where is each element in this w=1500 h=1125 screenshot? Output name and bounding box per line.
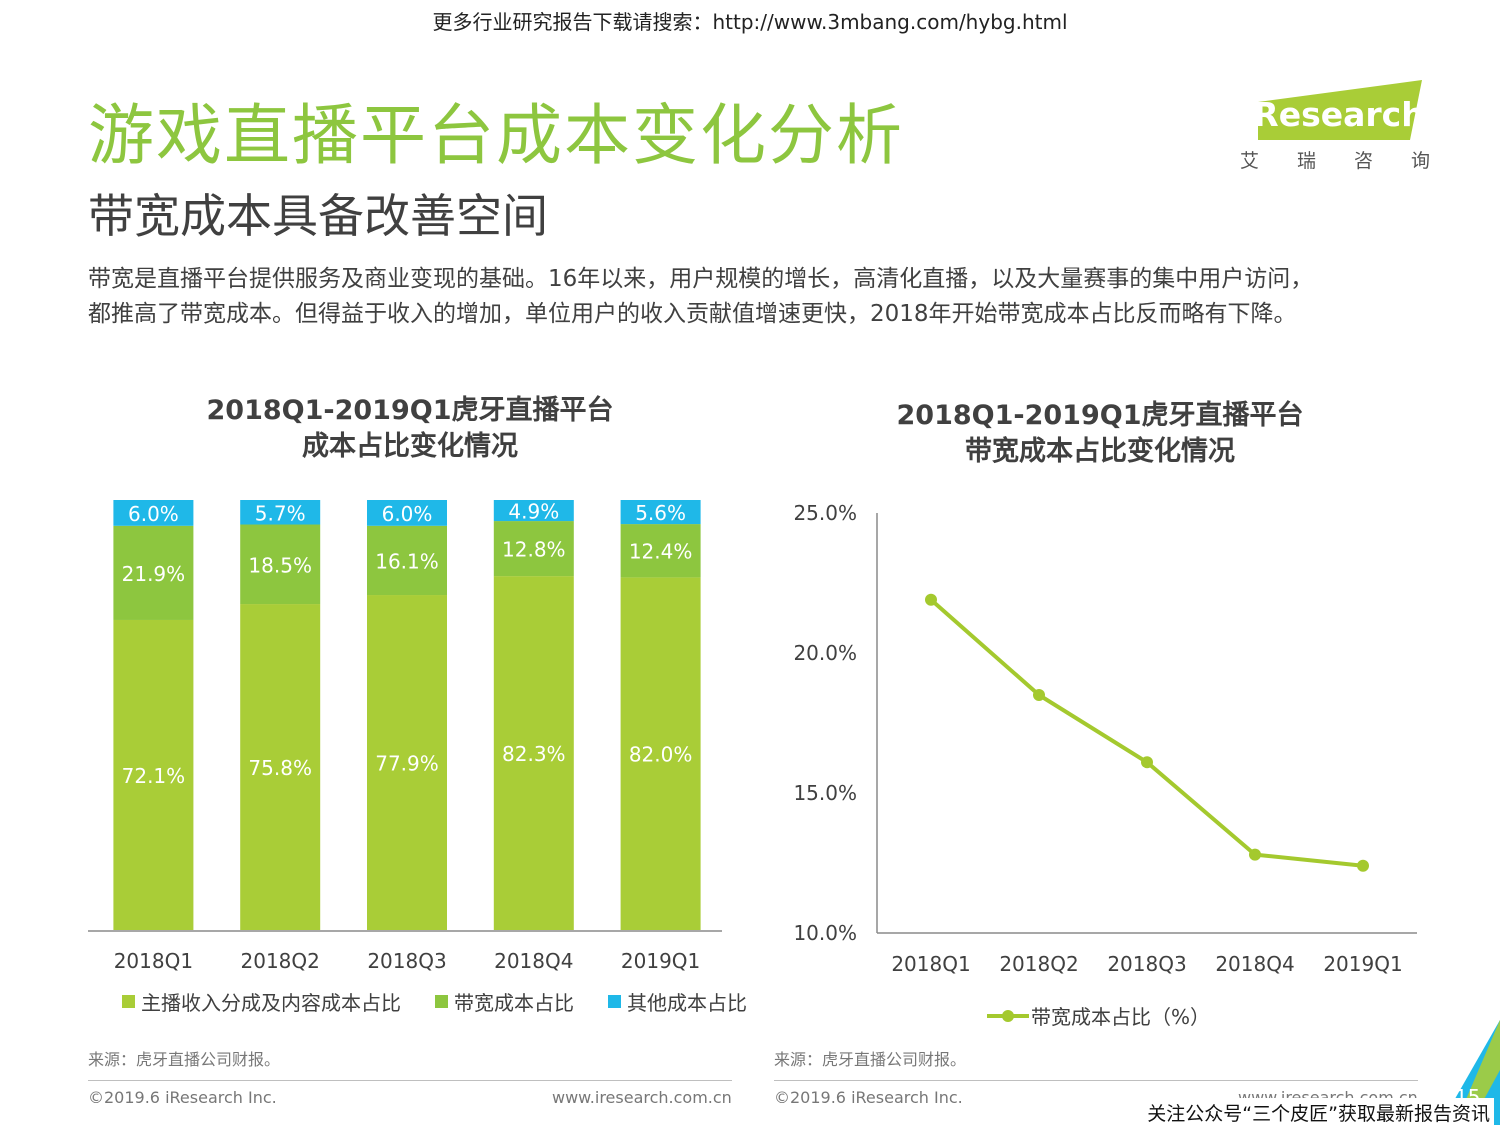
chart1-title-line-2: 成本占比变化情况 <box>302 431 518 462</box>
page-subtitle: 带宽成本具备改善空间 <box>88 189 548 243</box>
logo-cn-1: 艾 <box>1240 150 1260 172</box>
logo-cn: 艾 瑞 咨 询 <box>1240 146 1430 173</box>
x-tick-label: 2018Q3 <box>1107 952 1186 976</box>
chart2-title: 2018Q1-2019Q1虎牙直播平台 带宽成本占比变化情况 <box>840 398 1360 470</box>
legend-label-bandwidth-line: 带宽成本占比（%） <box>1031 1005 1211 1029</box>
logo-cn-4: 询 <box>1410 150 1430 172</box>
legend-item-anchor: 主播收入分成及内容成本占比 <box>122 987 401 1016</box>
y-tick-label: 10.0% <box>793 921 857 945</box>
line-chart: 10.0% 15.0% 20.0% 25.0% 2018Q1 2018Q2 2018Q3 20… <box>793 501 1417 976</box>
top-download-note: 更多行业研究报告下载请搜索：http://www.3mbang.com/hybg… <box>432 10 1068 34</box>
bar-data-label: 75.8% <box>248 756 312 780</box>
y-tick-label: 20.0% <box>793 641 857 665</box>
x-tick-label: 2018Q2 <box>241 949 320 973</box>
bar-data-label: 82.3% <box>502 742 566 766</box>
chart1-title-line-1: 2018Q1-2019Q1虎牙直播平台 <box>206 395 614 426</box>
bar-segment <box>493 521 574 577</box>
bar-segment <box>240 524 321 605</box>
bar-data-label: 82.0% <box>629 743 693 767</box>
copyright-right: ©2019.6 iResearch Inc. <box>774 1088 963 1107</box>
bar-segment <box>493 500 574 522</box>
footer-divider-right <box>774 1080 1418 1081</box>
data-point <box>1357 859 1369 872</box>
series-line <box>929 598 1364 868</box>
y-tick-label: 25.0% <box>793 501 857 525</box>
logo-cn-3: 咨 <box>1353 150 1373 172</box>
legend-line-marker <box>987 1009 1029 1022</box>
bar-data-label: 21.9% <box>122 562 186 586</box>
logo-text: iResearch <box>1242 95 1425 134</box>
x-tick-label: 2018Q4 <box>1215 952 1294 976</box>
legend-swatch-anchor <box>122 995 135 1008</box>
bar-data-label: 6.0% <box>128 502 179 526</box>
copyright-left: ©2019.6 iResearch Inc. <box>88 1088 277 1107</box>
wechat-note: 关注公众号“三个皮匠”获取最新报告资讯 <box>1143 1098 1494 1125</box>
description-line-1: 带宽是直播平台提供服务及商业变现的基础。16年以来，用户规模的增长，高清化直播，… <box>88 266 1314 292</box>
bar-data-label: 4.9% <box>508 500 559 524</box>
bar-data-label: 12.8% <box>502 538 566 562</box>
chart1-title: 2018Q1-2019Q1虎牙直播平台 成本占比变化情况 <box>150 393 670 465</box>
legend-label-bandwidth: 带宽成本占比 <box>454 991 574 1015</box>
description: 带宽是直播平台提供服务及商业变现的基础。16年以来，用户规模的增长，高清化直播，… <box>88 262 1428 332</box>
bar-segment <box>620 577 701 930</box>
y-tick-label: 15.0% <box>793 781 857 805</box>
bar-segment <box>620 524 701 578</box>
website-left: www.iresearch.com.cn <box>552 1088 732 1107</box>
stacked-bar-chart: 72.1% 21.9% 6.0% 2018Q1 75.8% 18.5% 5.7% 2018Q2… <box>88 500 722 973</box>
chart2-title-line-2: 带宽成本占比变化情况 <box>965 436 1235 467</box>
source-left: 来源：虎牙直播公司财报。 <box>88 1050 281 1069</box>
data-point <box>925 593 937 606</box>
page-title: 游戏直播平台成本变化分析 <box>88 97 904 174</box>
footer-divider-left <box>88 1080 732 1081</box>
x-tick-label: 2018Q2 <box>999 952 1078 976</box>
logo-cn-2: 瑞 <box>1296 150 1316 172</box>
iresearch-logo: iResearch <box>1242 80 1425 140</box>
source-right: 来源：虎牙直播公司财报。 <box>774 1050 967 1069</box>
bar-segment <box>367 525 447 596</box>
data-point <box>1033 689 1045 701</box>
legend-item-bandwidth: 带宽成本占比 <box>435 987 574 1016</box>
x-tick-label: 2018Q1 <box>114 949 193 973</box>
x-tick-label: 2019Q1 <box>1323 952 1402 976</box>
legend-swatch-other <box>608 995 621 1008</box>
legend-label-anchor: 主播收入分成及内容成本占比 <box>141 991 401 1015</box>
bar-segment <box>113 500 194 526</box>
bar-data-label: 6.0% <box>382 502 433 526</box>
bar-segment <box>113 619 194 930</box>
bar-data-label: 77.9% <box>375 752 439 776</box>
legend-swatch-bandwidth <box>435 995 448 1008</box>
bar-data-label: 16.1% <box>375 549 439 573</box>
x-tick-label: 2018Q3 <box>367 949 446 973</box>
x-tick-label: 2018Q4 <box>494 949 573 973</box>
data-point <box>1249 848 1261 861</box>
bar-segment <box>367 500 447 526</box>
x-tick-label: 2018Q1 <box>891 952 970 976</box>
line-chart-legend: 带宽成本占比（%） <box>985 1001 1210 1030</box>
bar-segment <box>620 500 701 525</box>
bar-segment <box>367 595 447 930</box>
bar-data-label: 5.6% <box>635 501 686 525</box>
bar-segment <box>240 604 321 930</box>
description-line-2: 都推高了带宽成本。但得益于收入的增加，单位用户的收入贡献值增速更快，2018年开… <box>88 301 1297 327</box>
bar-data-label: 72.1% <box>122 764 186 788</box>
bar-data-label: 12.4% <box>629 540 693 564</box>
bar-segment <box>240 500 321 525</box>
chart2-title-line-1: 2018Q1-2019Q1虎牙直播平台 <box>896 400 1304 431</box>
bar-data-label: 18.5% <box>248 553 312 577</box>
bar-data-label: 5.7% <box>255 501 306 525</box>
legend-item-other: 其他成本占比 <box>608 987 747 1016</box>
legend-label-other: 其他成本占比 <box>627 991 747 1015</box>
data-point <box>1141 756 1153 769</box>
bar-segment <box>493 576 574 930</box>
bar-segment <box>113 525 194 620</box>
bar-chart-legend: 主播收入分成及内容成本占比 带宽成本占比 其他成本占比 <box>122 987 781 1016</box>
x-tick-label: 2019Q1 <box>621 949 700 973</box>
